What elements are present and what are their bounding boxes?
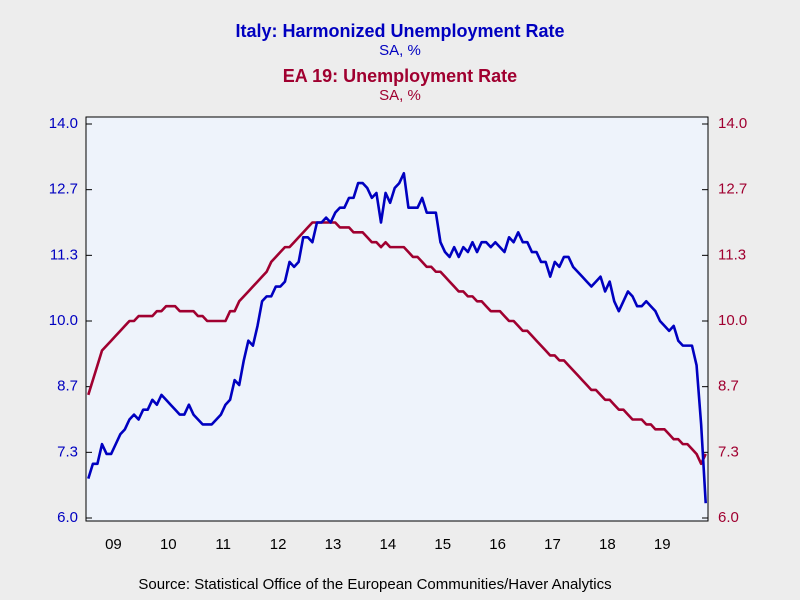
y2-tick-label: 6.0 <box>718 509 739 526</box>
y2-tick-label: 8.7 <box>718 378 739 395</box>
y-tick-label: 12.7 <box>49 181 78 198</box>
chart-title: EA 19: Unemployment Rate <box>283 66 517 86</box>
y2-tick-label: 11.3 <box>718 246 746 263</box>
source-note: Source: Statistical Office of the Europe… <box>138 576 611 593</box>
y-tick-label: 7.3 <box>57 443 78 460</box>
x-tick-label: 19 <box>654 536 671 553</box>
x-tick-label: 16 <box>489 536 506 553</box>
x-tick-label: 15 <box>434 536 451 553</box>
x-tick-label: 11 <box>215 536 231 553</box>
y-tick-label: 8.7 <box>57 378 78 395</box>
x-tick-label: 14 <box>380 536 397 553</box>
y2-tick-label: 14.0 <box>718 115 747 132</box>
chart-subtitle: SA, % <box>379 42 421 59</box>
x-tick-label: 12 <box>270 536 287 553</box>
x-tick-label: 13 <box>325 536 342 553</box>
x-tick-label: 09 <box>105 536 122 553</box>
chart-title: Italy: Harmonized Unemployment Rate <box>235 21 564 41</box>
y2-tick-label: 12.7 <box>718 181 747 198</box>
x-tick-label: 17 <box>544 536 561 553</box>
y-tick-label: 10.0 <box>49 312 78 329</box>
y-tick-label: 11.3 <box>50 246 78 263</box>
y2-tick-label: 7.3 <box>718 443 739 460</box>
y2-tick-label: 10.0 <box>718 312 747 329</box>
x-tick-label: 10 <box>160 536 177 553</box>
plot-area <box>85 116 709 522</box>
series-line <box>87 171 708 504</box>
y-tick-label: 14.0 <box>49 115 78 132</box>
x-tick-label: 18 <box>599 536 616 553</box>
series-line <box>87 221 707 466</box>
y-tick-label: 6.0 <box>57 509 78 526</box>
chart-subtitle: SA, % <box>379 87 421 104</box>
